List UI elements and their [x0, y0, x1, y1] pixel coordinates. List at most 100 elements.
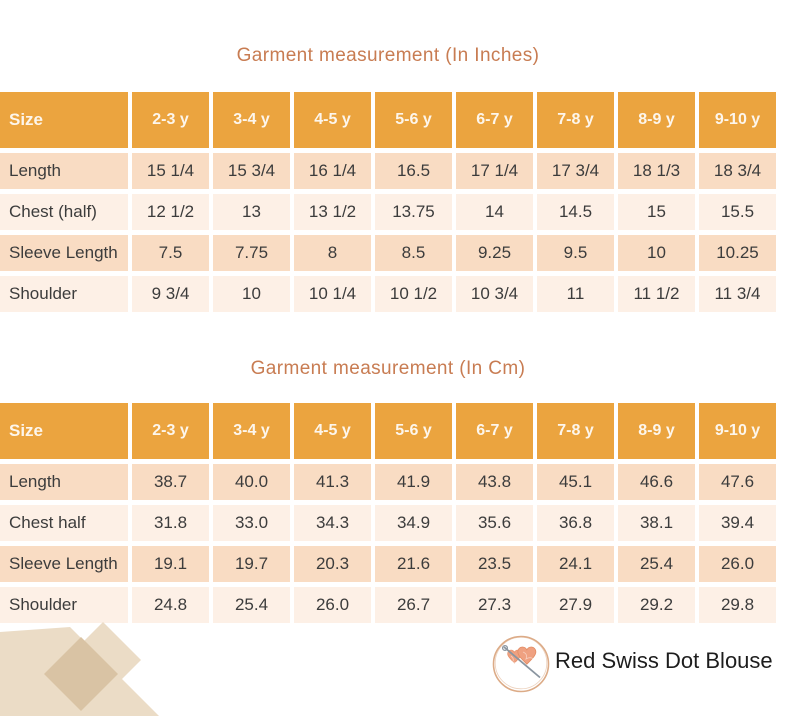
cell: 21.6 — [371, 546, 452, 582]
cell: 39.4 — [695, 505, 776, 541]
cell: 8 — [290, 235, 371, 271]
table-row-sleeve: Sleeve Length 7.5 7.75 8 8.5 9.25 9.5 10… — [0, 235, 776, 271]
logo-ring — [492, 635, 550, 693]
cell: 35.6 — [452, 505, 533, 541]
header-cell-9-10y: 9-10 y — [695, 403, 776, 459]
cell: 15 — [614, 194, 695, 230]
header-cell-size: Size — [9, 421, 44, 440]
row-label: Sleeve Length — [9, 554, 118, 573]
cell: 9.5 — [533, 235, 614, 271]
table-row-shoulder: Shoulder 24.8 25.4 26.0 26.7 27.3 27.9 2… — [0, 587, 776, 623]
cell: 26.7 — [371, 587, 452, 623]
cell: 38.1 — [614, 505, 695, 541]
cell: 17 1/4 — [452, 153, 533, 189]
garment-table-cm: Size 2-3 y 3-4 y 4-5 y 5-6 y 6-7 y 7-8 y… — [0, 403, 776, 623]
cell: 34.9 — [371, 505, 452, 541]
cell: 12 1/2 — [128, 194, 209, 230]
table-header-row: Size 2-3 y 3-4 y 4-5 y 5-6 y 6-7 y 7-8 y… — [0, 92, 776, 148]
cell: 29.8 — [695, 587, 776, 623]
row-label: Shoulder — [9, 284, 78, 303]
cell: 16 1/4 — [290, 153, 371, 189]
cell: 9 3/4 — [128, 276, 209, 312]
cell: 36.8 — [533, 505, 614, 541]
corner-diamonds-decoration — [0, 622, 159, 716]
header-cell-4-5y: 4-5 y — [290, 403, 371, 459]
row-label: Length — [9, 472, 61, 491]
table-row-length: Length 38.7 40.0 41.3 41.9 43.8 45.1 46.… — [0, 464, 776, 500]
cell: 10 1/4 — [290, 276, 371, 312]
garment-table-inches: Size 2-3 y 3-4 y 4-5 y 5-6 y 6-7 y 7-8 y… — [0, 92, 776, 312]
header-cell-7-8y: 7-8 y — [533, 403, 614, 459]
cell: 9.25 — [452, 235, 533, 271]
cell: 29.2 — [614, 587, 695, 623]
cell: 10.25 — [695, 235, 776, 271]
hearts-needle-logo-icon — [492, 635, 550, 693]
logo-ring-inner — [494, 636, 548, 690]
cell: 41.3 — [290, 464, 371, 500]
cell: 24.8 — [128, 587, 209, 623]
cell: 10 3/4 — [452, 276, 533, 312]
brand-name: Red Swiss Dot Blouse — [555, 648, 773, 673]
table-title-cm: Garment measurement (In Cm) — [250, 358, 526, 379]
row-label: Length — [9, 161, 61, 180]
cell: 33.0 — [209, 505, 290, 541]
header-cell-6-7y: 6-7 y — [452, 92, 533, 148]
cell: 47.6 — [695, 464, 776, 500]
header-cell-6-7y: 6-7 y — [452, 403, 533, 459]
table-row-chest: Chest half 31.8 33.0 34.3 34.9 35.6 36.8… — [0, 505, 776, 541]
cell: 11 1/2 — [614, 276, 695, 312]
row-label: Shoulder — [9, 595, 78, 614]
diamond-shape — [44, 637, 118, 711]
cell: 27.3 — [452, 587, 533, 623]
header-cell-2-3y: 2-3 y — [128, 403, 209, 459]
cell: 13.75 — [371, 194, 452, 230]
cell: 38.7 — [128, 464, 209, 500]
header-cell-9-10y: 9-10 y — [695, 92, 776, 148]
cell: 43.8 — [452, 464, 533, 500]
table-row-sleeve: Sleeve Length 19.1 19.7 20.3 21.6 23.5 2… — [0, 546, 776, 582]
header-cell-5-6y: 5-6 y — [371, 92, 452, 148]
row-label: Chest (half) — [9, 202, 97, 221]
cell: 27.9 — [533, 587, 614, 623]
table-title-inches: Garment measurement (In Inches) — [236, 45, 540, 66]
header-cell-3-4y: 3-4 y — [209, 403, 290, 459]
cell: 7.75 — [209, 235, 290, 271]
cell: 34.3 — [290, 505, 371, 541]
cell: 25.4 — [614, 546, 695, 582]
cell: 41.9 — [371, 464, 452, 500]
header-cell-5-6y: 5-6 y — [371, 403, 452, 459]
cell: 14 — [452, 194, 533, 230]
cell: 25.4 — [209, 587, 290, 623]
cell: 18 1/3 — [614, 153, 695, 189]
table-row-shoulder: Shoulder 9 3/4 10 10 1/4 10 1/2 10 3/4 1… — [0, 276, 776, 312]
cell: 10 — [614, 235, 695, 271]
cell: 26.0 — [695, 546, 776, 582]
cell: 23.5 — [452, 546, 533, 582]
cell: 45.1 — [533, 464, 614, 500]
header-cell-3-4y: 3-4 y — [209, 92, 290, 148]
cell: 13 — [209, 194, 290, 230]
needle-icon — [501, 644, 541, 679]
cell: 11 3/4 — [695, 276, 776, 312]
cell: 19.1 — [128, 546, 209, 582]
row-label: Chest half — [9, 513, 86, 532]
cell: 11 — [533, 276, 614, 312]
cell: 10 1/2 — [371, 276, 452, 312]
cell: 40.0 — [209, 464, 290, 500]
header-cell-size: Size — [9, 110, 44, 129]
cell: 7.5 — [128, 235, 209, 271]
cell: 15 3/4 — [209, 153, 290, 189]
header-cell-7-8y: 7-8 y — [533, 92, 614, 148]
cell: 17 3/4 — [533, 153, 614, 189]
row-label: Sleeve Length — [9, 243, 118, 262]
cell: 15.5 — [695, 194, 776, 230]
table-header-row: Size 2-3 y 3-4 y 4-5 y 5-6 y 6-7 y 7-8 y… — [0, 403, 776, 459]
cell: 19.7 — [209, 546, 290, 582]
cell: 13 1/2 — [290, 194, 371, 230]
header-cell-2-3y: 2-3 y — [128, 92, 209, 148]
cell: 14.5 — [533, 194, 614, 230]
cell: 24.1 — [533, 546, 614, 582]
header-cell-8-9y: 8-9 y — [614, 92, 695, 148]
cell: 8.5 — [371, 235, 452, 271]
cell: 46.6 — [614, 464, 695, 500]
